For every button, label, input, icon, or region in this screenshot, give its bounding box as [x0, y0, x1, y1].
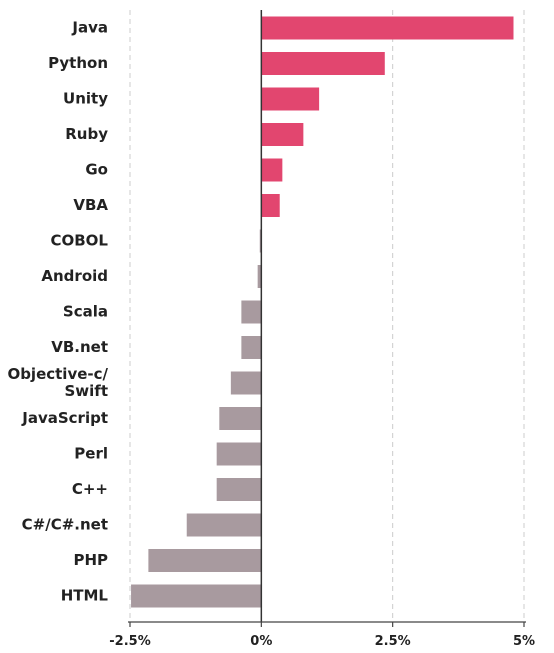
bar-6 [259, 229, 262, 253]
category-label-8: Scala [63, 303, 108, 321]
x-tick-label-2: 2.5% [375, 634, 411, 649]
bar-5 [261, 194, 280, 217]
bar-2 [261, 87, 320, 111]
category-label-11: JavaScript [21, 409, 108, 427]
bar-16 [131, 584, 262, 608]
category-labels: Java Python Unity Ruby Go VBA COBOL Android Scal… [7, 19, 108, 605]
bar-8 [241, 300, 262, 324]
category-label-2: Unity [63, 90, 108, 108]
x-axis: -2.5% 0% 2.5% 5% [109, 621, 535, 649]
bar-9 [241, 336, 262, 359]
category-label-0: Java [71, 19, 108, 37]
bar-15 [148, 549, 262, 572]
bar-13 [216, 478, 262, 501]
category-label-3: Ruby [65, 125, 108, 143]
bar-12 [216, 442, 262, 466]
category-label-6: COBOL [50, 232, 108, 250]
category-label-1: Python [48, 54, 108, 72]
bar-10 [230, 371, 262, 395]
bar-1 [261, 52, 385, 75]
category-label-14: C#/C#.net [22, 516, 108, 534]
category-label-16: HTML [61, 587, 109, 605]
bars [131, 10, 514, 622]
bar-4 [261, 158, 283, 182]
bar-14 [186, 513, 262, 537]
grid-lines [129, 10, 525, 622]
category-label-13: C++ [72, 480, 108, 498]
category-label-15: PHP [73, 551, 108, 569]
x-tick-label-1: 0% [250, 634, 272, 649]
bar-7 [257, 265, 262, 288]
category-label-4: Go [85, 161, 108, 179]
x-tick-label-3: 5% [513, 634, 535, 649]
bar-0 [261, 16, 514, 40]
category-label-10: Objective-c/Swift [7, 365, 108, 400]
category-label-5: VBA [73, 196, 108, 214]
category-label-12: Perl [74, 445, 108, 463]
bar-11 [219, 407, 262, 430]
category-label-7: Android [41, 267, 108, 285]
x-tick-label-0: -2.5% [109, 634, 150, 649]
bar-3 [261, 123, 304, 146]
category-label-9: VB.net [51, 338, 108, 356]
